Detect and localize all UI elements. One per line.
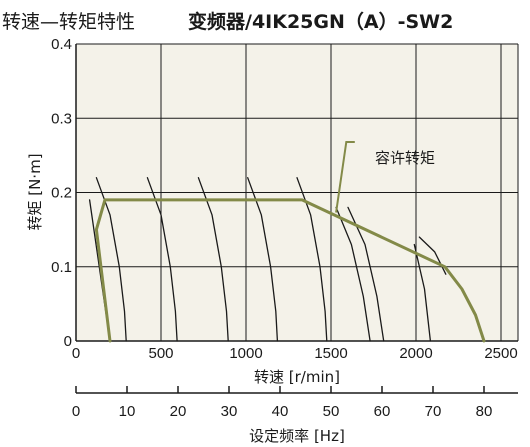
allowable-torque-line — [94, 198, 486, 343]
frequency-axis: 0 10 20 30 40 50 60 70 80 — [72, 386, 518, 420]
y-tick-label: 0.1 — [51, 259, 72, 276]
frequency-tick-label: 40 — [272, 403, 289, 420]
x-tick-label: 1000 — [229, 345, 262, 362]
x-tick-label: 0 — [72, 345, 80, 362]
x-tick-label: 2000 — [399, 345, 432, 362]
frequency-tick-label: 0 — [72, 403, 80, 420]
frequency-tick-label: 70 — [425, 403, 442, 420]
frequency-tick-label: 60 — [374, 403, 391, 420]
annotation-pointer — [335, 141, 355, 213]
y-tick-labels: 0 0.1 0.2 0.3 0.4 — [51, 36, 72, 350]
x-tick-labels: 0 500 1000 1500 2000 2500 — [72, 345, 518, 362]
y-tick-label: 0 — [64, 333, 72, 350]
characteristic-curve — [413, 243, 432, 342]
allowable-torque-series — [94, 198, 486, 343]
y-tick-label: 0.2 — [51, 185, 72, 202]
frequency-axis-label: 设定频率 [Hz] — [249, 427, 345, 445]
characteristic-curve — [247, 177, 279, 342]
characteristic-curve — [146, 177, 178, 342]
frequency-tick-label: 20 — [170, 403, 187, 420]
y-tick-label: 0.3 — [51, 110, 72, 127]
x-tick-label: 1500 — [314, 345, 347, 362]
x-tick-label: 2500 — [484, 345, 517, 362]
characteristic-curve — [335, 206, 371, 342]
y-axis-label: 转矩 [N·m] — [26, 153, 44, 230]
frequency-tick-label: 80 — [476, 403, 493, 420]
x-tick-label: 500 — [148, 345, 173, 362]
y-tick-label: 0.4 — [51, 36, 72, 53]
x-axis-label: 转速 [r/min] — [254, 368, 340, 386]
annotation-label: 容许转矩 — [375, 149, 435, 167]
frequency-tick-label: 50 — [323, 403, 340, 420]
frequency-tick-label: 30 — [221, 403, 238, 420]
frequency-tick-label: 10 — [119, 403, 136, 420]
chart-subtitle: 变频器/4IK25GN（A）-SW2 — [188, 10, 453, 33]
characteristic-curve — [197, 177, 229, 342]
chart-title: 转速—转矩特性 — [2, 11, 135, 33]
grid — [75, 43, 519, 342]
